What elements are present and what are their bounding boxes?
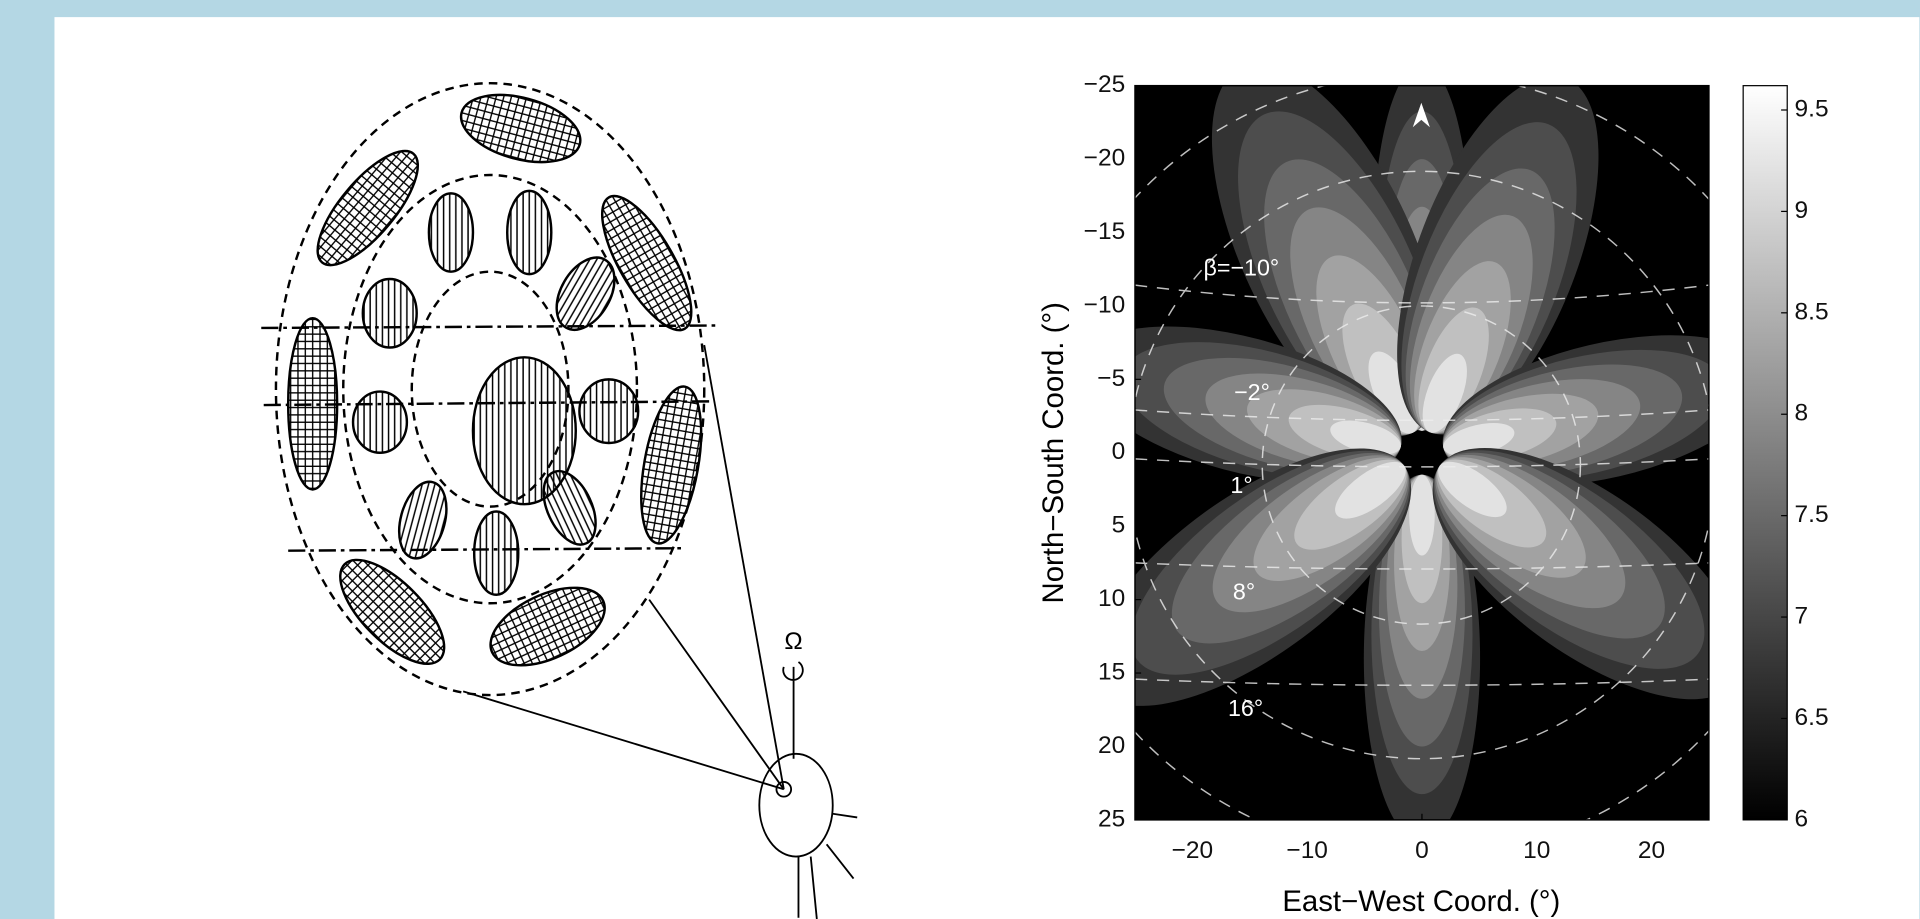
colorbar-tick-label: 9: [1795, 197, 1809, 224]
annotation: −2°: [1234, 379, 1270, 405]
y-tick-label: −25: [1084, 71, 1126, 98]
colorbar-tick-label: 6: [1795, 805, 1809, 832]
y-tick-label: −15: [1084, 218, 1126, 245]
colorbar: [1743, 86, 1787, 820]
x-tick-label: −10: [1286, 837, 1328, 864]
colorbar-tick-label: 9.5: [1795, 95, 1829, 122]
annotation: β=−10°: [1204, 254, 1280, 280]
contour-band: [1409, 475, 1435, 556]
y-tick-label: 0: [1112, 438, 1126, 465]
page: Ω β=−10° −2° 1° 8° 16° East−West Coord. …: [0, 0, 1920, 919]
x-tick-label: −20: [1172, 837, 1214, 864]
y-tick-label: −10: [1084, 291, 1126, 318]
annotation: 16°: [1228, 695, 1263, 721]
colorbar-tick-label: 6.5: [1795, 704, 1829, 731]
annotation: 1°: [1230, 472, 1252, 498]
annotation: 8°: [1233, 579, 1255, 605]
x-axis-label: East−West Coord. (°): [1282, 885, 1560, 918]
rotation-label: Ω: [784, 628, 802, 655]
y-tick-label: 5: [1112, 512, 1126, 539]
x-tick-label: 10: [1523, 837, 1550, 864]
y-tick-label: −20: [1084, 145, 1126, 172]
y-tick-label: 15: [1098, 659, 1125, 686]
colorbar-tick-label: 7.5: [1795, 501, 1829, 528]
x-tick-label: 20: [1638, 837, 1665, 864]
center-hole: [1402, 438, 1441, 467]
figure: Ω β=−10° −2° 1° 8° 16° East−West Coord. …: [0, 0, 1920, 919]
y-tick-label: −5: [1097, 365, 1125, 392]
y-tick-label: 20: [1098, 732, 1125, 759]
x-tick-label: 0: [1415, 837, 1429, 864]
colorbar-tick-label: 8: [1795, 400, 1809, 427]
colorbar-tick-label: 7: [1795, 603, 1809, 630]
colorbar-tick-label: 8.5: [1795, 298, 1829, 325]
y-axis-label: North−South Coord. (°): [1037, 302, 1070, 603]
y-tick-label: 25: [1098, 805, 1125, 832]
y-tick-label: 10: [1098, 585, 1125, 612]
